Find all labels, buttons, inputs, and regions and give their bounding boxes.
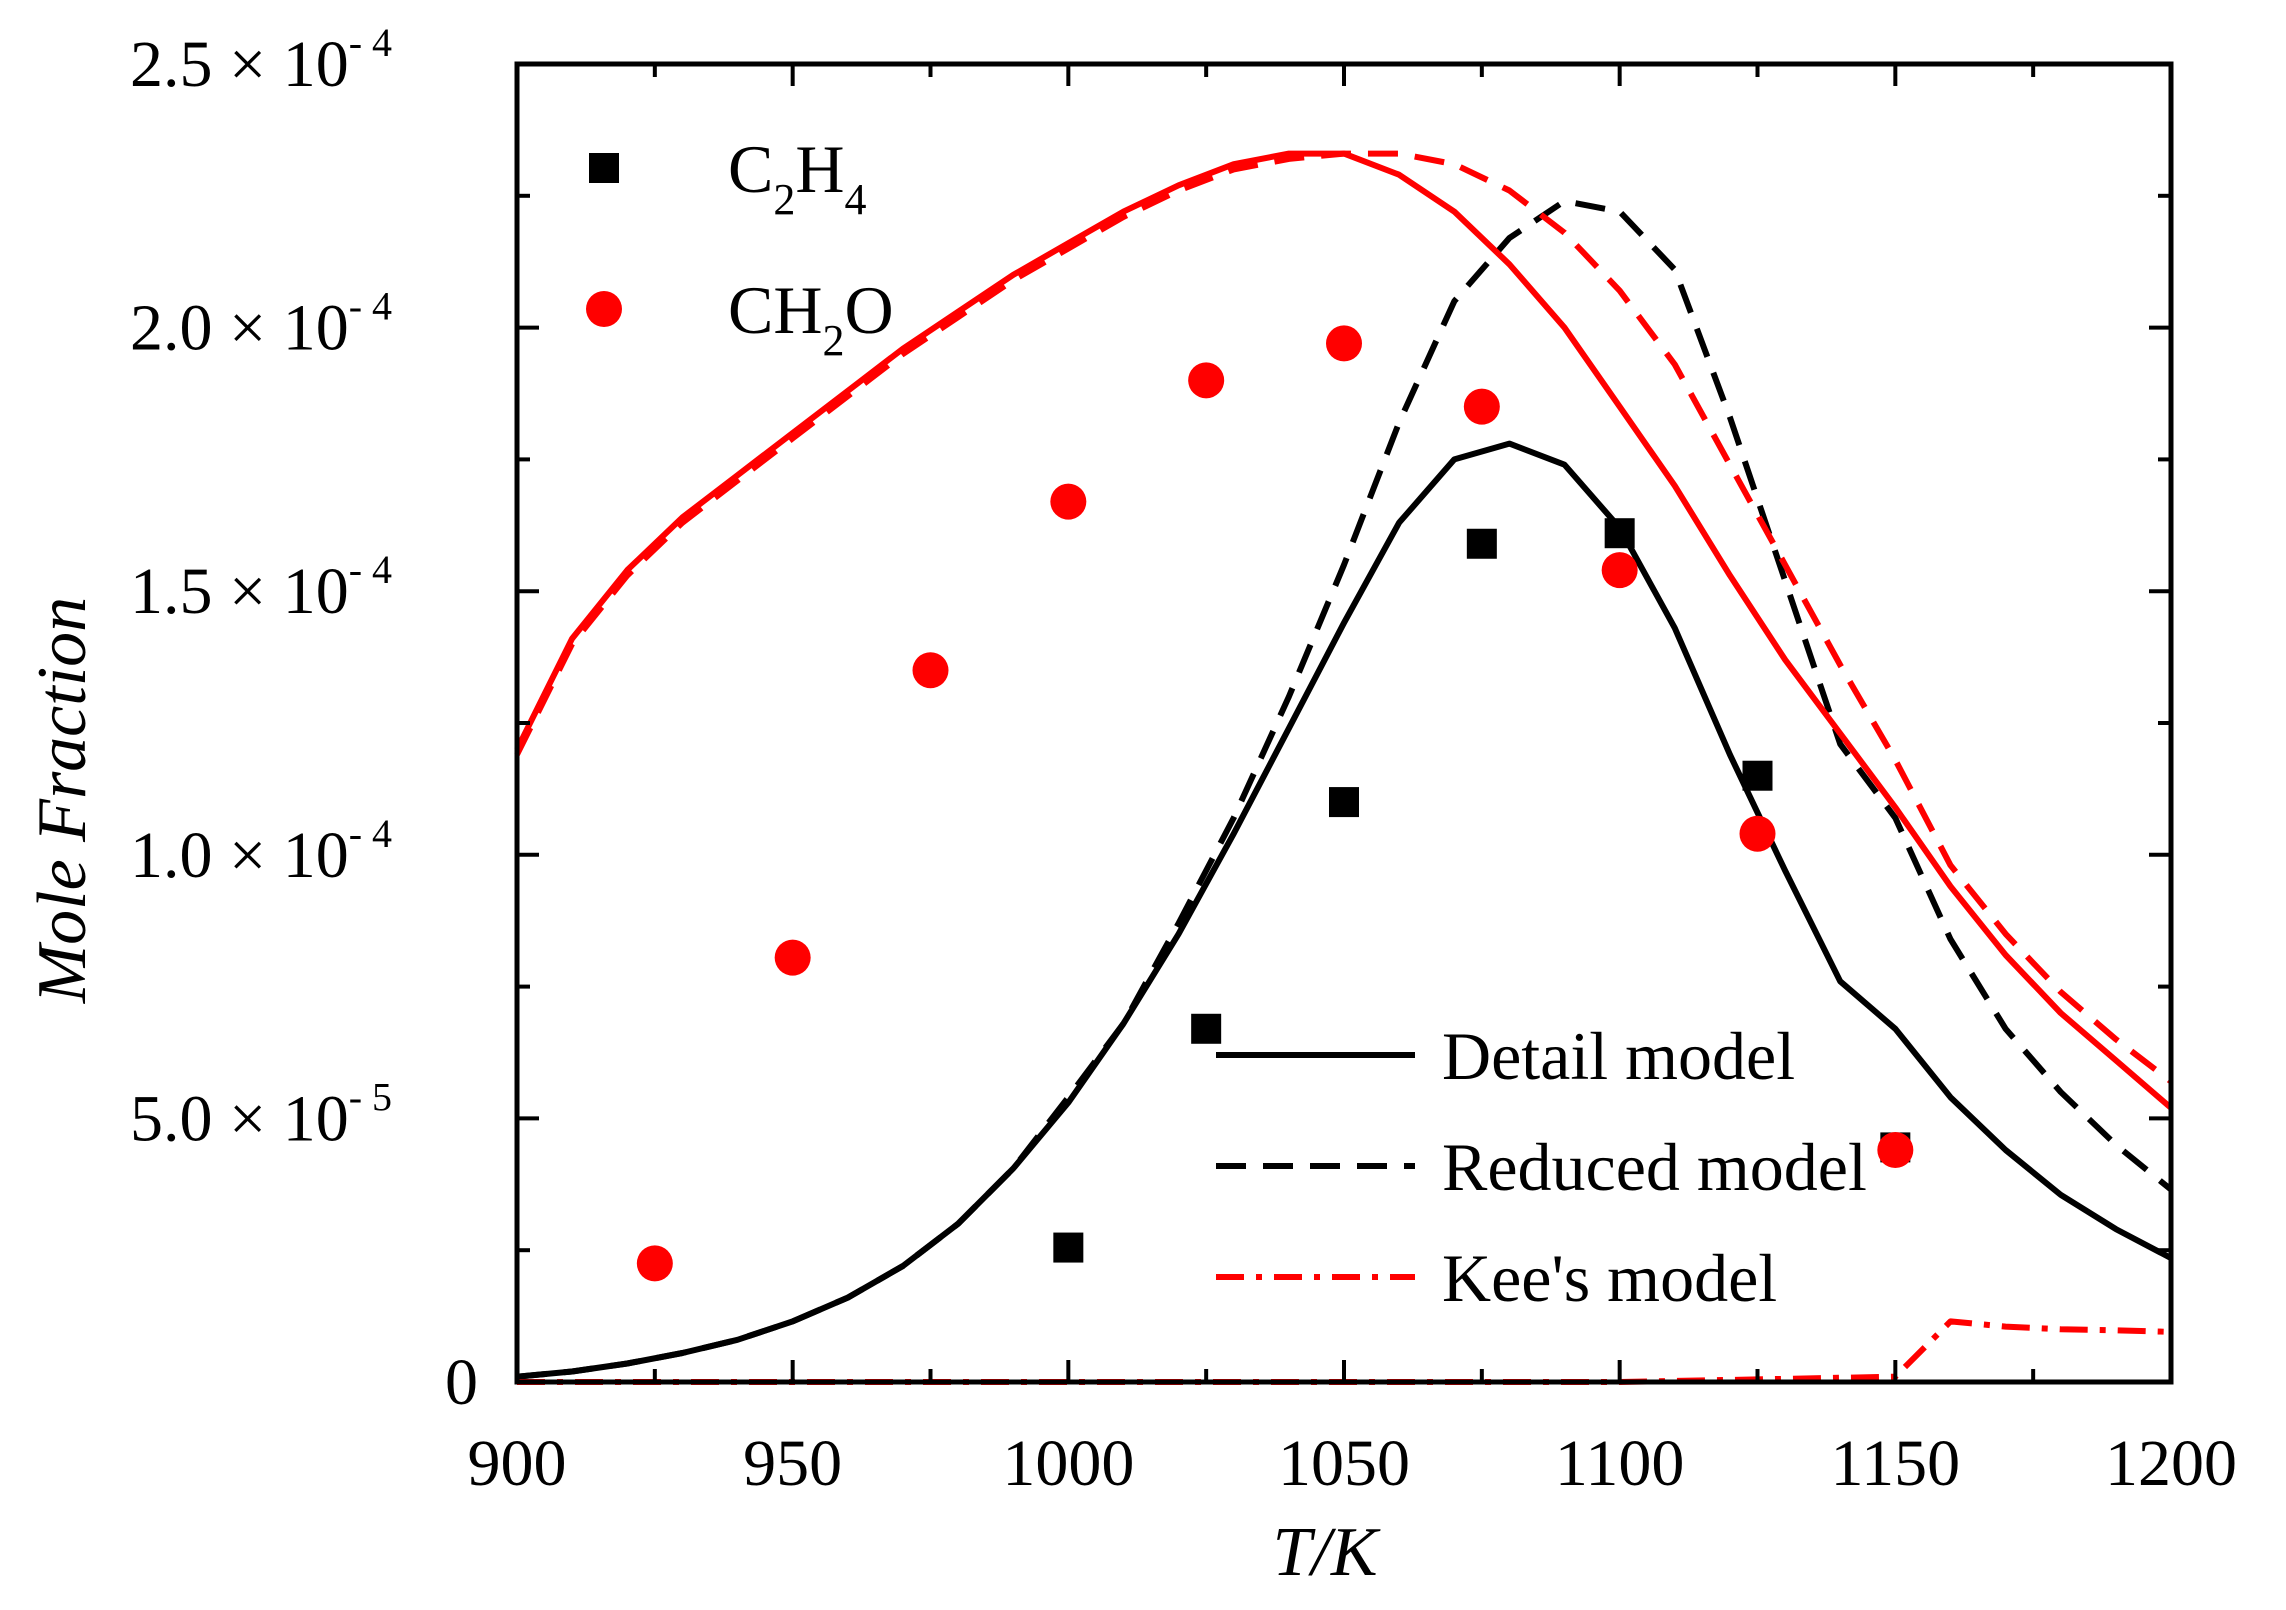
marker-circle-1-6 bbox=[1463, 388, 1500, 425]
marker-square-0-2 bbox=[1329, 787, 1359, 818]
x-tick-label-2: 1000 bbox=[1002, 1427, 1134, 1500]
marker-circle-1-0 bbox=[636, 1245, 673, 1282]
marker-circle-1-2 bbox=[912, 652, 949, 689]
y-tick-label-0: 0 bbox=[445, 1346, 478, 1419]
data-markers-layer bbox=[636, 325, 1914, 1282]
x-tick-label-3: 1050 bbox=[1278, 1427, 1410, 1500]
marker-square-0-3 bbox=[1466, 528, 1497, 559]
plot-frame bbox=[514, 61, 2174, 1385]
y-tick-label-2: 1.0 × 10- 4 bbox=[130, 811, 392, 892]
marker-square-0-4 bbox=[1604, 518, 1635, 549]
legend-species: C2H4 CH2O bbox=[586, 131, 894, 365]
marker-circle-1-1 bbox=[774, 939, 811, 976]
legend-model-label-1: Reduced model bbox=[1442, 1129, 1867, 1205]
legend-species-marker-1 bbox=[586, 291, 622, 327]
x-tick-label-1: 950 bbox=[743, 1427, 842, 1500]
y-tick-label-3: 1.5 × 10- 4 bbox=[130, 547, 392, 628]
series-line-3 bbox=[514, 150, 2173, 1084]
marker-circle-1-4 bbox=[1188, 362, 1225, 399]
legend-species-label-1: CH2O bbox=[728, 272, 894, 365]
x-tick-label-4: 1100 bbox=[1555, 1427, 1685, 1500]
y-tick-label-4: 2.0 × 10- 4 bbox=[130, 284, 392, 365]
legend-model-label-0: Detail model bbox=[1442, 1018, 1795, 1094]
x-tick-label-0: 900 bbox=[468, 1427, 567, 1500]
y-tick-label-5: 2.5 × 10- 4 bbox=[130, 20, 392, 101]
marker-square-0-0 bbox=[1053, 1232, 1084, 1263]
series-line-0 bbox=[516, 440, 2173, 1380]
marker-circle-1-5 bbox=[1326, 325, 1362, 362]
series-line-1 bbox=[516, 198, 2173, 1380]
legend-species-label-0: C2H4 bbox=[728, 131, 866, 224]
y-tick-label-1: 5.0 × 10- 5 bbox=[130, 1074, 392, 1155]
marker-square-0-1 bbox=[1191, 1013, 1222, 1044]
marker-square-0-5 bbox=[1742, 760, 1773, 791]
marker-circle-1-7 bbox=[1601, 552, 1638, 589]
y-tick-labels: 0 5.0 × 10- 5 1.0 × 10- 4 1.5 × 10- 4 2.0 × … bbox=[130, 20, 478, 1419]
marker-circle-1-9 bbox=[1877, 1132, 1914, 1169]
legend-species-marker-0 bbox=[589, 153, 619, 183]
marker-circle-1-8 bbox=[1739, 815, 1776, 852]
legend-model-label-2: Kee's model bbox=[1442, 1240, 1777, 1316]
x-tick-label-5: 1150 bbox=[1831, 1427, 1961, 1500]
x-tick-label-6: 1200 bbox=[2105, 1427, 2237, 1500]
marker-circle-1-3 bbox=[1050, 483, 1087, 520]
legend-models: Detail model Reduced model Kee's model bbox=[1216, 1018, 1867, 1316]
x-axis-title: T/K bbox=[1272, 1514, 1380, 1591]
x-tick-labels: 900 950 1000 1050 1100 1150 1200 bbox=[468, 1427, 2238, 1500]
axis-ticks-layer bbox=[515, 62, 2173, 1384]
y-axis-title: Mole Fraction bbox=[24, 597, 101, 1004]
